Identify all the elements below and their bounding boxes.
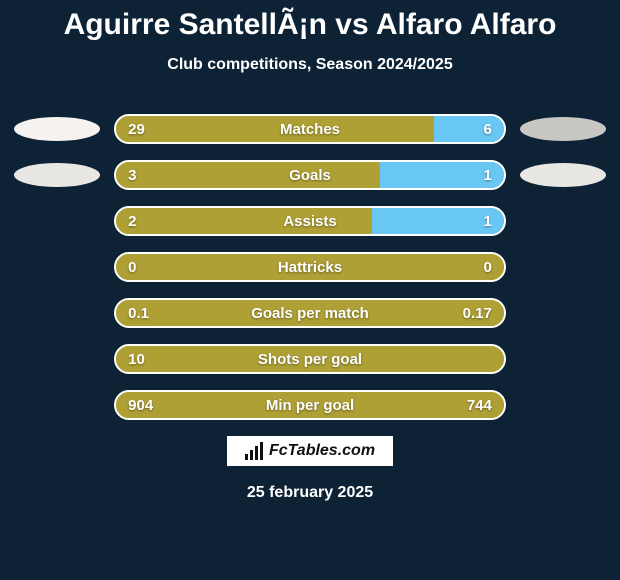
stat-row: 296Matches (0, 114, 620, 144)
badge-spacer (520, 255, 606, 279)
logo-text: FcTables.com (269, 442, 375, 460)
stat-row: 00Hattricks (0, 252, 620, 282)
team-badge-left (14, 163, 100, 187)
badge-spacer (14, 347, 100, 371)
stat-bar: 10Shots per goal (114, 344, 506, 374)
team-badge-left (14, 117, 100, 141)
stats-container: 296Matches 31Goals 21Assists 00Hattricks 0.1… (0, 114, 620, 420)
stat-label: Hattricks (116, 254, 504, 280)
team-badge-right (520, 117, 606, 141)
badge-spacer (520, 393, 606, 417)
date: 25 february 2025 (0, 484, 620, 502)
stat-row: 10Shots per goal (0, 344, 620, 374)
stat-bar: 0.10.17Goals per match (114, 298, 506, 328)
badge-spacer (14, 301, 100, 325)
badge-spacer (14, 209, 100, 233)
stat-row: 21Assists (0, 206, 620, 236)
stat-label: Goals per match (116, 300, 504, 326)
stat-bar: 904744Min per goal (114, 390, 506, 420)
logo-bars-icon (245, 442, 263, 460)
footer-logo: FcTables.com (0, 436, 620, 466)
stat-row: 904744Min per goal (0, 390, 620, 420)
subtitle: Club competitions, Season 2024/2025 (0, 56, 620, 74)
stat-row: 31Goals (0, 160, 620, 190)
stat-bar: 296Matches (114, 114, 506, 144)
badge-spacer (520, 209, 606, 233)
stat-row: 0.10.17Goals per match (0, 298, 620, 328)
badge-spacer (14, 255, 100, 279)
stat-bar: 00Hattricks (114, 252, 506, 282)
stat-bar: 21Assists (114, 206, 506, 236)
stat-label: Shots per goal (116, 346, 504, 372)
stat-label: Assists (116, 208, 504, 234)
badge-spacer (14, 393, 100, 417)
stat-label: Goals (116, 162, 504, 188)
logo-box: FcTables.com (227, 436, 393, 466)
stat-bar: 31Goals (114, 160, 506, 190)
stat-label: Matches (116, 116, 504, 142)
team-badge-right (520, 163, 606, 187)
badge-spacer (520, 347, 606, 371)
stat-label: Min per goal (116, 392, 504, 418)
badge-spacer (520, 301, 606, 325)
page-title: Aguirre SantellÃ¡n vs Alfaro Alfaro (0, 0, 620, 42)
